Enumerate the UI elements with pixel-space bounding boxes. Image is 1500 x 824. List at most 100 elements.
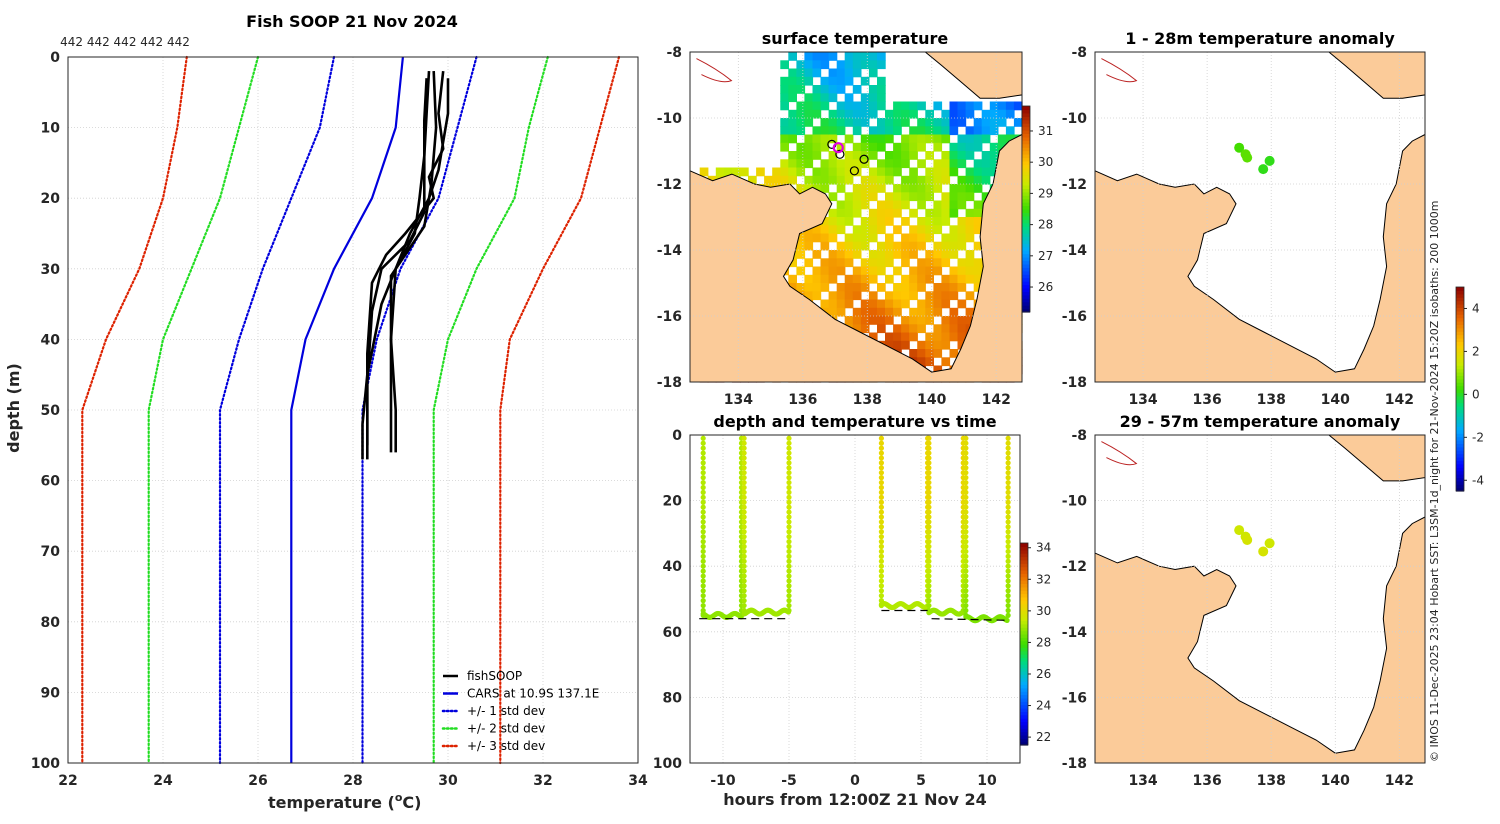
- sst-cell: [788, 258, 797, 268]
- anomaly-point: [1258, 164, 1269, 175]
- sst-cell: [949, 208, 959, 218]
- sst-cell: [868, 52, 878, 61]
- colorbar-cell: [1022, 229, 1030, 234]
- sst-cell: [933, 266, 943, 276]
- cast-point: [1005, 573, 1011, 579]
- sst-cell: [989, 118, 999, 127]
- sst-cell: [796, 142, 806, 152]
- profile-ytick-label: 90: [41, 685, 61, 701]
- sst-cell: [868, 167, 878, 177]
- cast-point: [878, 578, 885, 584]
- colorbar-cell: [1456, 355, 1464, 359]
- cast-point: [741, 484, 747, 491]
- cast-point: [1005, 524, 1011, 530]
- cast-point: [963, 529, 969, 535]
- sst-cell: [844, 233, 854, 243]
- sst-cell: [796, 266, 806, 276]
- sst-cell: [877, 159, 886, 169]
- colorbar-cell: [1022, 195, 1030, 200]
- sst-cell: [860, 184, 870, 193]
- colorbar-cell: [1020, 613, 1028, 618]
- colorbar-cell: [1022, 140, 1030, 145]
- cast-point: [963, 602, 969, 609]
- cast-point: [1005, 568, 1011, 574]
- sst-cell: [852, 60, 862, 70]
- sst-cell: [901, 175, 910, 185]
- map-xtick-label: 138: [853, 392, 882, 408]
- time-ytick-label: 80: [663, 690, 683, 706]
- cast-point: [926, 598, 932, 604]
- colorbar-cell: [1456, 480, 1464, 485]
- sst-cell: [828, 134, 838, 144]
- cast-point: [700, 455, 706, 461]
- cast-point: [1005, 494, 1011, 500]
- colorbar-cell: [1020, 650, 1028, 655]
- sst-cell: [780, 85, 789, 94]
- sst-cell: [901, 250, 910, 259]
- profile-ticks: 22 24 26 28 30 32 34 0 10 20 30 40 50 60 70 80 90 100: [31, 50, 648, 789]
- sst-cell: [909, 266, 918, 276]
- sst-cell: [893, 142, 902, 152]
- cast-point: [963, 514, 969, 520]
- cast-point: [700, 445, 706, 451]
- colorbar-cell: [1022, 274, 1030, 279]
- sst-cell: [836, 258, 846, 268]
- colorbar-cell: [1456, 467, 1464, 472]
- sst-cell: [949, 200, 959, 210]
- cast-point: [926, 588, 932, 594]
- station-marker: [835, 149, 845, 159]
- colorbar-tick-label: 32: [1036, 572, 1051, 586]
- sst-cell: [812, 142, 822, 152]
- sst-cell: [877, 167, 886, 177]
- cast-point: [786, 455, 792, 461]
- map-xtick-label: 134: [1128, 392, 1157, 408]
- colorbar-cell: [1020, 708, 1028, 712]
- sst-cell: [909, 283, 918, 292]
- time-ytick-label: 60: [663, 625, 683, 641]
- sst-cell: [1013, 101, 1023, 111]
- colorbar-tick-label: 2: [1472, 344, 1480, 358]
- sst-cell: [933, 241, 943, 251]
- colorbar-cell: [1022, 243, 1030, 248]
- sst-cell: [989, 159, 999, 169]
- sst-cell: [828, 307, 838, 317]
- sst-cell: [917, 274, 926, 284]
- sst-cell: [812, 274, 822, 284]
- sst-cell: [957, 258, 967, 268]
- sst-cell: [949, 307, 959, 317]
- sst-cell: [949, 225, 959, 235]
- sst-cell: [981, 192, 991, 202]
- sst-cell: [885, 175, 894, 185]
- profile-ids-label: 442 442 442 442 442: [60, 35, 190, 49]
- cast-point: [963, 450, 969, 456]
- profile-xtick-label: 26: [248, 773, 267, 789]
- sst-cell: [909, 250, 918, 259]
- time-ytick-label: 0: [672, 428, 682, 444]
- sst-cell: [973, 167, 983, 177]
- sst-cell: [852, 184, 862, 193]
- cast-point: [1005, 499, 1011, 505]
- sst-cell: [965, 175, 975, 185]
- cast-point: [700, 529, 706, 535]
- sst-cell: [860, 175, 870, 185]
- cast-point: [926, 548, 932, 555]
- colorbar-cell: [1456, 423, 1464, 427]
- sst-cell: [796, 241, 806, 251]
- colorbar-cell: [1456, 416, 1464, 421]
- colorbar-cell: [1022, 130, 1030, 134]
- sst-cell: [901, 299, 910, 309]
- cast-point: [1005, 583, 1011, 589]
- sst-cell: [868, 192, 878, 202]
- sst-cell: [933, 332, 943, 342]
- map-xtick-label: 140: [1321, 773, 1350, 789]
- sst-cell: [901, 192, 910, 202]
- sst-cell: [925, 109, 934, 119]
- sst-cell: [877, 184, 886, 193]
- sst-cell: [965, 250, 975, 259]
- sst-cell: [877, 85, 886, 94]
- sst-cell: [788, 52, 797, 61]
- cast-point: [1004, 617, 1010, 623]
- colorbar-cell: [1020, 556, 1028, 561]
- cast-point: [700, 465, 706, 471]
- sst-cell: [820, 76, 830, 86]
